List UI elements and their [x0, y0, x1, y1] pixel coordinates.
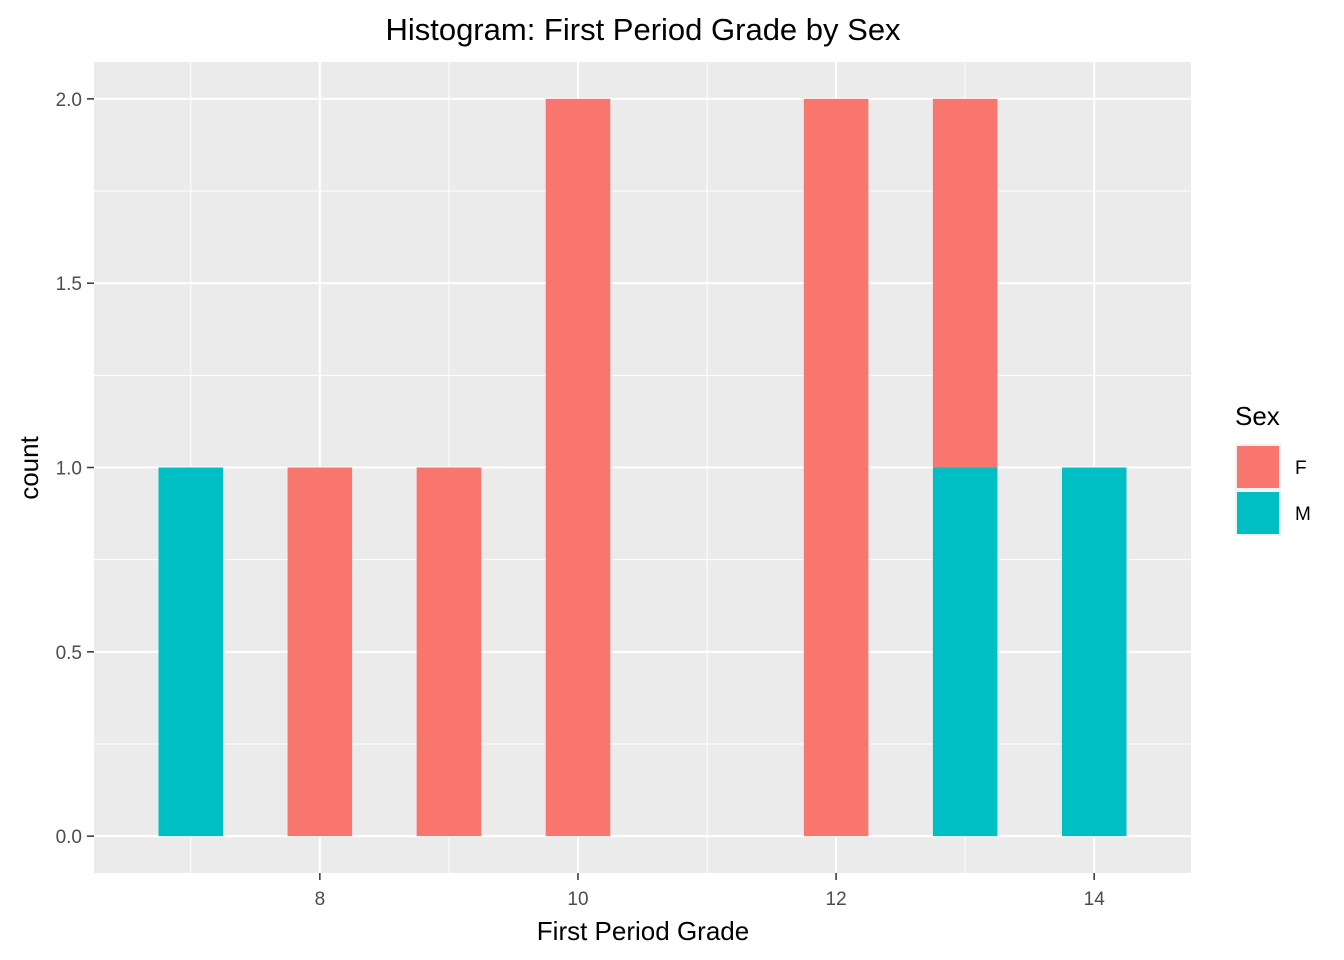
x-axis-title: First Period Grade — [537, 916, 749, 946]
y-axis-title: count — [14, 435, 44, 499]
y-tick-label: 0.0 — [56, 827, 82, 848]
legend-label-F: F — [1295, 458, 1307, 479]
bar-M-13 — [932, 467, 998, 837]
x-tick-label: 14 — [1084, 889, 1106, 910]
x-tick-label: 8 — [315, 889, 326, 910]
bars — [158, 98, 1127, 837]
legend-swatch-F — [1237, 446, 1279, 488]
bar-F-8 — [287, 467, 353, 837]
y-tick-label: 2.0 — [56, 90, 82, 111]
legend-title: Sex — [1235, 401, 1280, 431]
y-tick-label: 1.0 — [56, 459, 82, 480]
bar-M-7 — [158, 467, 224, 837]
legend-label-M: M — [1295, 504, 1311, 525]
y-tick-label: 0.5 — [56, 643, 82, 664]
legend-swatch-M — [1237, 492, 1279, 534]
bar-F-10 — [545, 98, 611, 837]
bar-F-12 — [803, 98, 869, 837]
x-tick-label: 12 — [826, 889, 847, 910]
bar-F-9 — [416, 467, 482, 837]
bar-F-13 — [932, 98, 998, 468]
y-tick-label: 1.5 — [56, 274, 82, 295]
x-tick-label: 10 — [567, 889, 588, 910]
bar-M-14 — [1061, 467, 1127, 837]
chart-title: Histogram: First Period Grade by Sex — [385, 12, 901, 47]
y-axis-ticks: 0.0 0.5 1.0 1.5 2.0 — [56, 90, 94, 848]
x-axis-ticks: 8 10 12 14 — [315, 873, 1106, 910]
legend: Sex F M — [1235, 401, 1311, 536]
